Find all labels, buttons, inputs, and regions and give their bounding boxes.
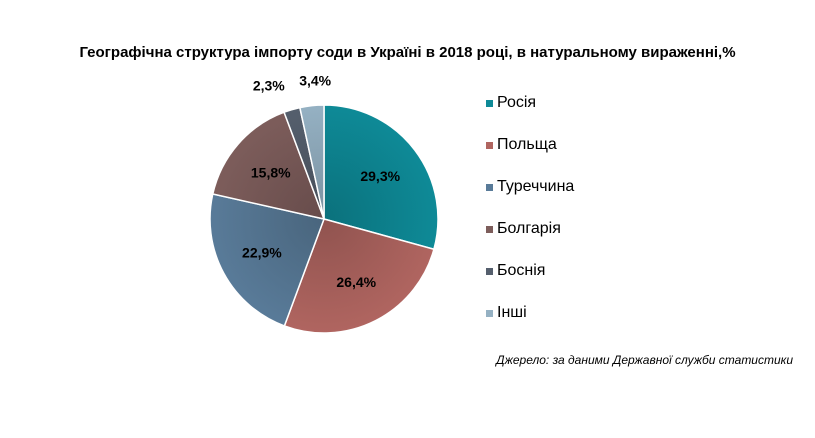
data-label-6: 3,4% [299, 73, 331, 89]
pie-data-labels: 29,3% 26,4% 22,9% 15,8% 2,3% 3,4% [242, 73, 401, 290]
legend-item: Туреччина [486, 175, 574, 217]
legend-label: Болгарія [497, 220, 561, 237]
data-label-2: 26,4% [336, 274, 376, 290]
legend-label: Боснія [497, 262, 546, 279]
legend-item: Польща [486, 133, 574, 175]
pie-slice-3 [209, 193, 326, 327]
pie-slice-2 [283, 218, 435, 334]
chart-title: Географічна структура імпорту соди в Укр… [79, 44, 736, 61]
legend-label: Польща [497, 136, 557, 153]
data-label-4: 15,8% [251, 165, 291, 181]
data-label-3: 22,9% [242, 245, 282, 261]
legend-item: Росія [486, 91, 574, 133]
legend-swatch [486, 142, 493, 149]
legend-item: Інші [486, 301, 574, 343]
pie-slices [209, 104, 439, 334]
legend-swatch [486, 268, 493, 275]
pie-slice-1 [323, 104, 439, 251]
data-label-1: 29,3% [360, 168, 400, 184]
legend-item: Болгарія [486, 217, 574, 259]
data-label-5: 2,3% [253, 78, 285, 94]
legend-label: Інші [497, 304, 527, 321]
legend-label: Туреччина [497, 178, 575, 195]
legend-swatch [486, 184, 493, 191]
legend-swatch [486, 100, 493, 107]
legend-swatch [486, 310, 493, 317]
legend: Росія Польща Туреччина Болгарія Боснія Інші [486, 91, 574, 343]
legend-swatch [486, 226, 493, 233]
pie-slice-4 [211, 111, 326, 221]
pie-slice-6 [298, 104, 325, 220]
legend-label: Росія [497, 94, 537, 111]
source-note: Джерело: за даними Державної служби стат… [496, 353, 793, 367]
legend-item: Боснія [486, 259, 574, 301]
